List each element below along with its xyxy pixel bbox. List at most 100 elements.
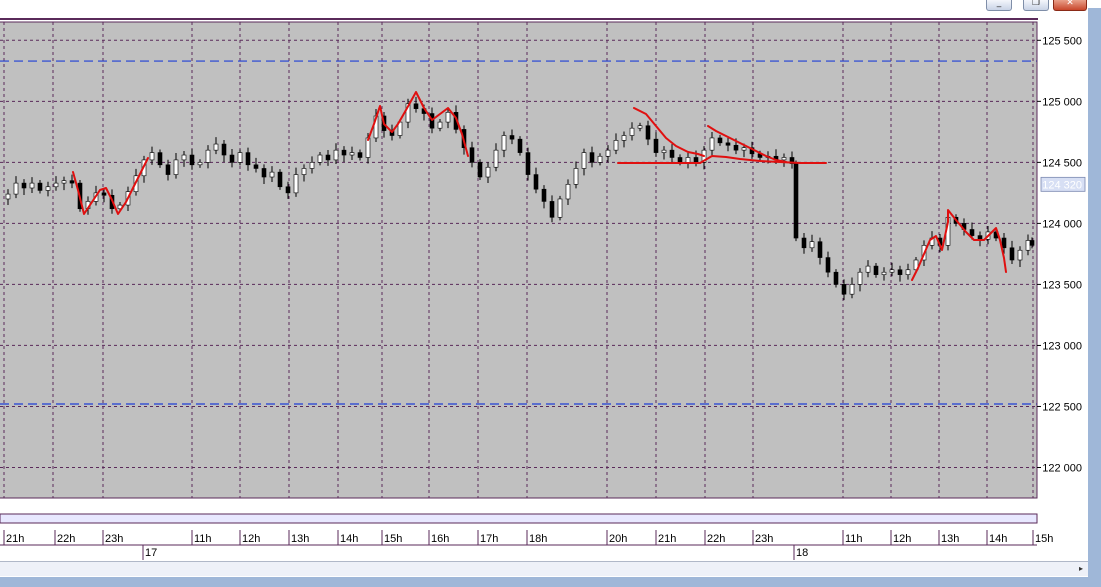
- candle-body: [849, 284, 855, 295]
- candle-body: [581, 152, 587, 169]
- candle-body: [61, 180, 67, 184]
- restore-icon: ❐: [1031, 0, 1041, 8]
- candle-body: [817, 241, 823, 258]
- candle-body: [469, 147, 475, 163]
- x-hour-label: 14h: [340, 533, 358, 545]
- x-day-label: 18: [796, 547, 808, 559]
- candle-body: [809, 241, 815, 249]
- trend-annotation: [633, 107, 705, 157]
- candle-body: [253, 164, 259, 169]
- candle-body: [825, 257, 831, 273]
- y-axis: 125 500 125 000 124 500 124 000 123 500 123 0…: [1037, 35, 1086, 474]
- candle-body: [357, 152, 363, 158]
- y-tick-label: 123 000: [1042, 340, 1082, 352]
- close-icon: ✕: [1066, 0, 1074, 8]
- candle-body: [905, 269, 911, 275]
- candle-body: [405, 103, 411, 123]
- candle-body: [261, 168, 267, 178]
- candle-body: [1001, 237, 1007, 249]
- y-tick-label: 125 500: [1042, 35, 1082, 47]
- candle-body: [157, 152, 163, 166]
- candle-body: [841, 284, 847, 295]
- candle-body: [173, 159, 179, 175]
- candle-body: [349, 152, 355, 156]
- restore-button[interactable]: ❐: [1023, 0, 1049, 11]
- x-hour-label: 12h: [893, 533, 911, 545]
- candle-body: [549, 201, 555, 218]
- candle-body: [669, 149, 675, 158]
- minimize-button[interactable]: _: [986, 0, 1012, 11]
- candle-body: [485, 166, 491, 178]
- current-price-tag: [1040, 176, 1086, 192]
- y-tick-label: 122 000: [1042, 462, 1082, 474]
- x-hour-label: 16h: [431, 533, 449, 545]
- plot-frame: [0, 18, 1038, 499]
- x-axis-bar: [0, 513, 1038, 524]
- candle-body: [525, 152, 531, 175]
- close-button[interactable]: ✕: [1053, 0, 1087, 11]
- candle-body: [285, 186, 291, 194]
- candle-body: [781, 157, 787, 161]
- candle-body: [149, 152, 155, 161]
- y-tick-label: 124 000: [1042, 218, 1082, 230]
- candle-body: [269, 171, 275, 178]
- candle-body: [873, 265, 879, 275]
- candle-body: [1025, 240, 1031, 251]
- trend-annotation: [367, 91, 469, 157]
- candle-body: [725, 142, 731, 146]
- x-hour-label: 22h: [707, 533, 725, 545]
- candle-body: [733, 144, 739, 151]
- candle-body: [165, 164, 171, 175]
- plot-area: [0, 22, 1037, 498]
- candle-body: [977, 235, 983, 240]
- candle-body: [493, 149, 499, 168]
- candle-body: [801, 237, 807, 249]
- y-tick-label: 125 000: [1042, 96, 1082, 108]
- candle-body: [1029, 240, 1035, 246]
- candle-body: [637, 125, 643, 129]
- candle-body: [857, 271, 863, 285]
- x-hour-label: 17h: [480, 533, 498, 545]
- candle-body: [341, 149, 347, 156]
- candle-body: [213, 143, 219, 151]
- candle-body: [629, 127, 635, 136]
- trend-annotation: [72, 157, 149, 215]
- x-hour-label: 14h: [989, 533, 1007, 545]
- candle-body: [21, 182, 27, 189]
- candle-body: [557, 198, 563, 218]
- plot-border: [0, 21, 1038, 499]
- level-lines: [0, 60, 1037, 405]
- horizontal-scrollbar[interactable]: ▸: [0, 561, 1088, 576]
- candle-body: [573, 168, 579, 185]
- x-hour-label: 11h: [845, 533, 863, 545]
- x-hour-label: 13h: [941, 533, 959, 545]
- candle-body: [229, 154, 235, 163]
- x-hour-label: 21h: [658, 533, 676, 545]
- scroll-right-icon[interactable]: ▸: [1078, 564, 1083, 573]
- x-hour-label: 15h: [384, 533, 402, 545]
- candle-body: [101, 192, 107, 196]
- x-hour-label: 21h: [6, 533, 24, 545]
- candle-body: [653, 138, 659, 153]
- candle-body: [237, 152, 243, 163]
- x-hour-label: 23h: [105, 533, 123, 545]
- candle-body: [277, 171, 283, 188]
- candle-body: [437, 121, 443, 129]
- candle-body: [309, 162, 315, 169]
- x-hour-label: 11h: [194, 533, 212, 545]
- x-hour-label: 13h: [291, 533, 309, 545]
- y-tick-label: 123 500: [1042, 279, 1082, 291]
- grid-lines: [0, 22, 1037, 498]
- y-tick-label: 122 500: [1042, 401, 1082, 413]
- candle-body: [589, 152, 595, 163]
- candle-body: [5, 193, 11, 200]
- candle-body: [1009, 247, 1015, 261]
- candle-body: [29, 182, 35, 189]
- candle-body: [221, 143, 227, 156]
- candle-body: [793, 163, 799, 239]
- candle-body: [45, 186, 51, 191]
- candle-body: [645, 125, 651, 140]
- x-hour-label: 12h: [242, 533, 260, 545]
